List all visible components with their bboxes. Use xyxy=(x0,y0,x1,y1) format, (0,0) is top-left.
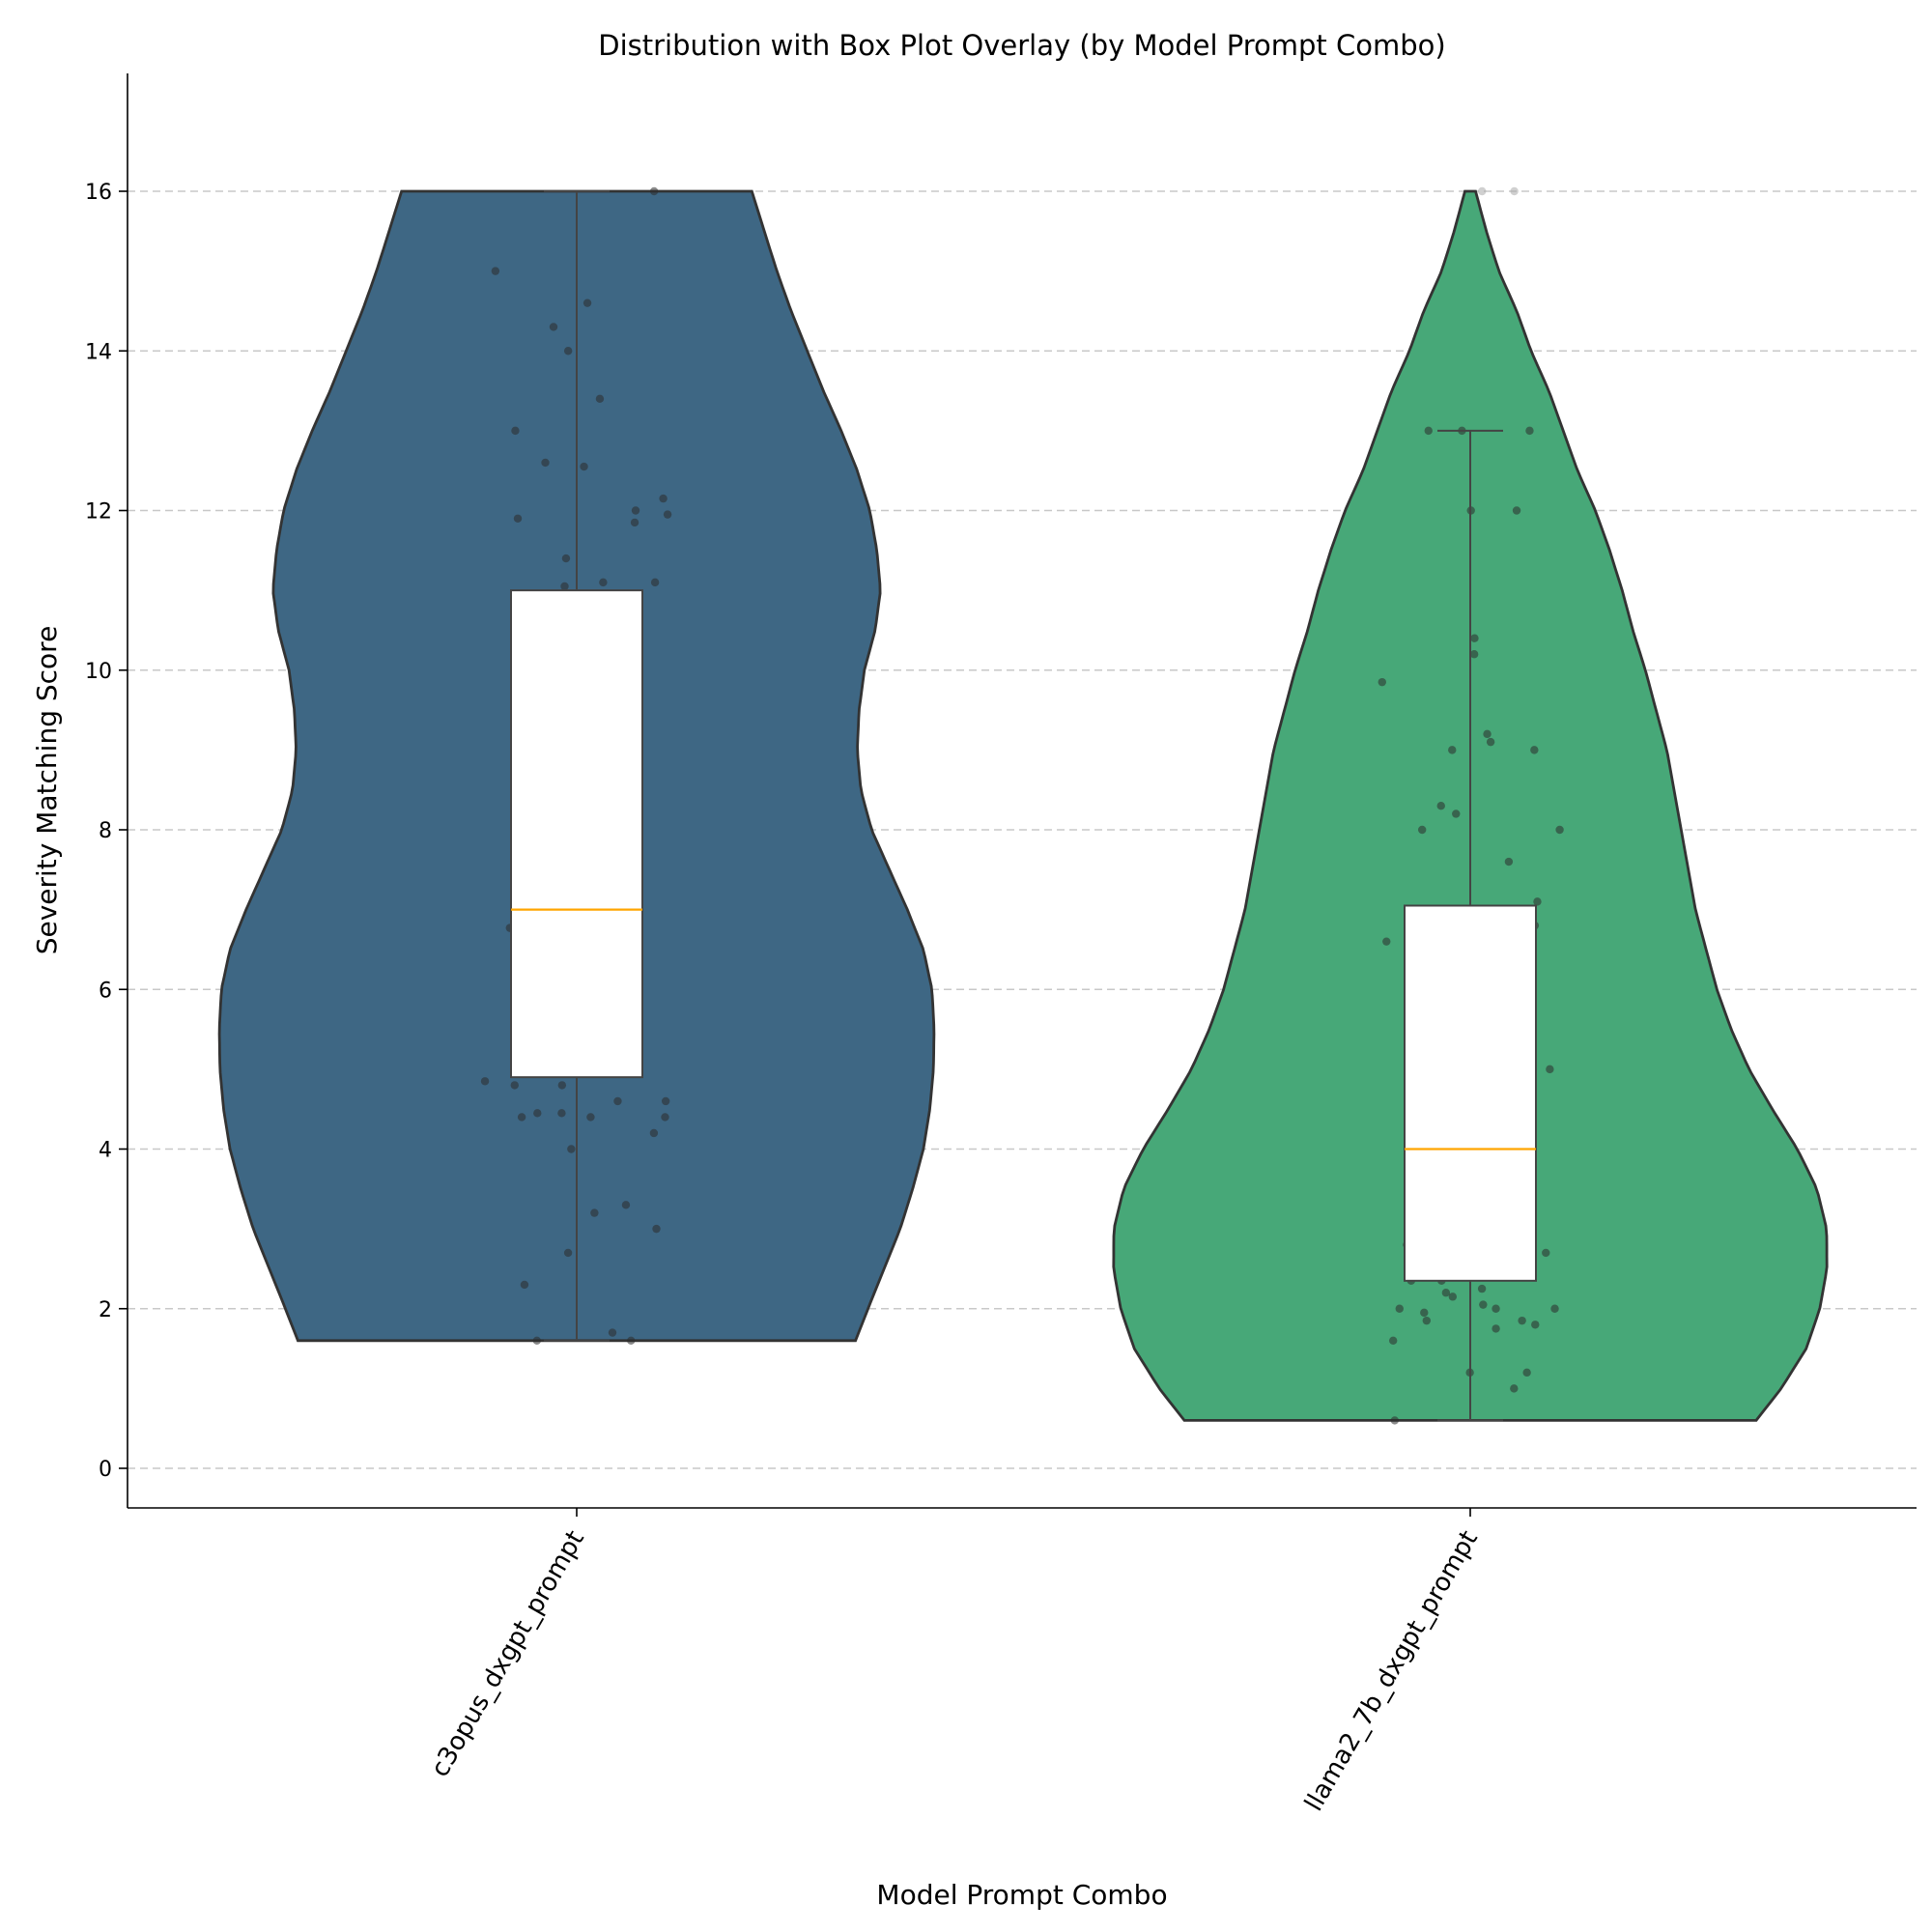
data-point-llama2-7b-dxgpt-prompt-10 xyxy=(1483,729,1492,739)
data-point-llama2-7b-dxgpt-prompt-39 xyxy=(1518,1316,1526,1325)
iqr-box-c3opus-dxgpt-prompt xyxy=(510,589,643,1079)
data-point-c3opus-dxgpt-prompt-7 xyxy=(541,458,550,468)
data-point-c3opus-dxgpt-prompt-1 xyxy=(491,267,500,275)
data-point-c3opus-dxgpt-prompt-26 xyxy=(480,1077,490,1086)
data-point-c3opus-dxgpt-prompt-36 xyxy=(649,1128,659,1138)
violins xyxy=(217,189,1829,1422)
data-point-llama2-7b-dxgpt-prompt-23 xyxy=(1546,1065,1554,1074)
data-point-llama2-7b-dxgpt-prompt-13 xyxy=(1530,746,1539,754)
data-point-c3opus-dxgpt-prompt-4 xyxy=(563,347,573,355)
data-point-c3opus-dxgpt-prompt-37 xyxy=(567,1145,576,1153)
data-point-llama2-7b-dxgpt-prompt-16 xyxy=(1417,825,1427,835)
data-point-c3opus-dxgpt-prompt-35 xyxy=(661,1113,669,1122)
data-point-c3opus-dxgpt-prompt-17 xyxy=(599,578,608,587)
data-point-c3opus-dxgpt-prompt-33 xyxy=(517,1113,526,1122)
data-point-llama2-7b-dxgpt-prompt-7 xyxy=(1470,634,1479,642)
data-point-c3opus-dxgpt-prompt-6 xyxy=(511,426,520,436)
data-point-llama2-7b-dxgpt-prompt-30 xyxy=(1477,1284,1487,1293)
data-point-llama2-7b-dxgpt-prompt-9 xyxy=(1378,677,1386,687)
data-point-c3opus-dxgpt-prompt-5 xyxy=(595,394,605,404)
data-point-c3opus-dxgpt-prompt-8 xyxy=(580,462,588,471)
data-point-c3opus-dxgpt-prompt-10 xyxy=(631,506,640,515)
y-tick-label-4: 4 xyxy=(99,1139,112,1163)
data-point-llama2-7b-dxgpt-prompt-18 xyxy=(1504,857,1514,867)
y-axis-title: Severity Matching Score xyxy=(31,626,63,955)
data-point-c3opus-dxgpt-prompt-27 xyxy=(510,1081,519,1090)
data-point-c3opus-dxgpt-prompt-29 xyxy=(661,1096,670,1106)
data-point-llama2-7b-dxgpt-prompt-0 xyxy=(1510,186,1519,196)
data-point-c3opus-dxgpt-prompt-43 xyxy=(608,1328,617,1337)
y-tick-label-16: 16 xyxy=(85,181,112,205)
x-tick-label-llama2-7b-dxgpt-prompt: llama2_7b_dxgpt_prompt xyxy=(1299,1526,1484,1817)
data-point-llama2-7b-dxgpt-prompt-3 xyxy=(1424,426,1433,436)
data-point-llama2-7b-dxgpt-prompt-12 xyxy=(1448,746,1457,754)
data-point-c3opus-dxgpt-prompt-40 xyxy=(652,1224,661,1234)
iqr-box-llama2-7b-dxgpt-prompt xyxy=(1404,904,1537,1282)
data-point-c3opus-dxgpt-prompt-34 xyxy=(586,1113,595,1122)
data-point-llama2-7b-dxgpt-prompt-14 xyxy=(1436,802,1445,810)
data-point-c3opus-dxgpt-prompt-16 xyxy=(560,582,569,591)
y-ticks: 0 2 4 6 8 10 12 14 16 xyxy=(85,181,128,1482)
data-point-llama2-7b-dxgpt-prompt-35 xyxy=(1492,1304,1500,1313)
data-point-c3opus-dxgpt-prompt-44 xyxy=(627,1336,636,1346)
data-point-llama2-7b-dxgpt-prompt-42 xyxy=(1388,1336,1398,1346)
data-point-llama2-7b-dxgpt-prompt-4 xyxy=(1525,426,1534,436)
data-point-llama2-7b-dxgpt-prompt-45 xyxy=(1510,1384,1519,1393)
y-tick-label-12: 12 xyxy=(85,500,112,525)
data-point-llama2-7b-dxgpt-prompt-37 xyxy=(1420,1308,1429,1318)
gridlines xyxy=(128,190,1917,1469)
data-point-c3opus-dxgpt-prompt-45 xyxy=(532,1336,542,1346)
data-point-llama2-7b-dxgpt-prompt-32 xyxy=(1448,1293,1458,1301)
x-tick-label-c3opus-dxgpt-prompt: c3opus_dxgpt_prompt xyxy=(426,1526,590,1782)
data-point-c3opus-dxgpt-prompt-42 xyxy=(520,1280,529,1290)
y-tick-label-10: 10 xyxy=(85,660,112,684)
data-point-c3opus-dxgpt-prompt-12 xyxy=(663,510,672,519)
data-point-llama2-7b-dxgpt-prompt-40 xyxy=(1531,1321,1540,1329)
data-point-c3opus-dxgpt-prompt-9 xyxy=(659,494,668,503)
axes xyxy=(127,73,1917,1509)
data-point-llama2-7b-dxgpt-prompt-41 xyxy=(1492,1324,1500,1333)
data-point-llama2-7b-dxgpt-prompt-36 xyxy=(1550,1304,1559,1313)
chart-title: Distribution with Box Plot Overlay (by M… xyxy=(598,29,1445,62)
data-point-llama2-7b-dxgpt-prompt-46 xyxy=(1390,1416,1400,1425)
data-point-llama2-7b-dxgpt-prompt-33 xyxy=(1479,1300,1488,1309)
data-point-llama2-7b-dxgpt-prompt-1 xyxy=(1478,186,1487,196)
data-point-c3opus-dxgpt-prompt-2 xyxy=(582,298,592,307)
data-point-llama2-7b-dxgpt-prompt-27 xyxy=(1542,1248,1550,1258)
y-tick-label-6: 6 xyxy=(99,979,112,1003)
data-point-c3opus-dxgpt-prompt-0 xyxy=(649,186,659,196)
y-tick-label-8: 8 xyxy=(99,819,112,843)
y-tick-label-14: 14 xyxy=(85,340,112,364)
data-point-llama2-7b-dxgpt-prompt-44 xyxy=(1522,1368,1531,1378)
data-point-c3opus-dxgpt-prompt-13 xyxy=(630,518,639,527)
data-point-llama2-7b-dxgpt-prompt-8 xyxy=(1469,650,1479,659)
data-point-c3opus-dxgpt-prompt-41 xyxy=(563,1248,573,1258)
data-point-c3opus-dxgpt-prompt-31 xyxy=(533,1109,542,1118)
data-point-llama2-7b-dxgpt-prompt-11 xyxy=(1486,737,1495,747)
data-point-c3opus-dxgpt-prompt-38 xyxy=(621,1201,631,1209)
y-tick-label-2: 2 xyxy=(99,1298,112,1322)
data-point-llama2-7b-dxgpt-prompt-19 xyxy=(1533,897,1542,906)
data-point-c3opus-dxgpt-prompt-30 xyxy=(613,1096,622,1106)
data-point-c3opus-dxgpt-prompt-28 xyxy=(557,1081,567,1090)
data-point-c3opus-dxgpt-prompt-14 xyxy=(561,554,571,563)
boxplots xyxy=(510,190,1537,1422)
x-ticks: c3opus_dxgpt_prompt llama2_7b_dxgpt_promp… xyxy=(426,1508,1484,1816)
data-point-c3opus-dxgpt-prompt-32 xyxy=(557,1109,566,1118)
data-point-llama2-7b-dxgpt-prompt-5 xyxy=(1512,506,1521,515)
data-point-c3opus-dxgpt-prompt-11 xyxy=(513,514,523,523)
data-point-llama2-7b-dxgpt-prompt-38 xyxy=(1422,1316,1432,1325)
data-point-llama2-7b-dxgpt-prompt-31 xyxy=(1441,1289,1451,1297)
x-axis-title: Model Prompt Combo xyxy=(876,1879,1167,1911)
data-point-llama2-7b-dxgpt-prompt-17 xyxy=(1555,825,1564,835)
y-tick-label-0: 0 xyxy=(99,1458,112,1482)
data-point-c3opus-dxgpt-prompt-3 xyxy=(549,323,558,331)
data-point-llama2-7b-dxgpt-prompt-21 xyxy=(1382,937,1391,946)
data-point-c3opus-dxgpt-prompt-39 xyxy=(590,1208,599,1217)
data-point-llama2-7b-dxgpt-prompt-34 xyxy=(1395,1304,1404,1313)
data-point-c3opus-dxgpt-prompt-15 xyxy=(650,578,660,587)
data-point-llama2-7b-dxgpt-prompt-15 xyxy=(1452,810,1461,818)
